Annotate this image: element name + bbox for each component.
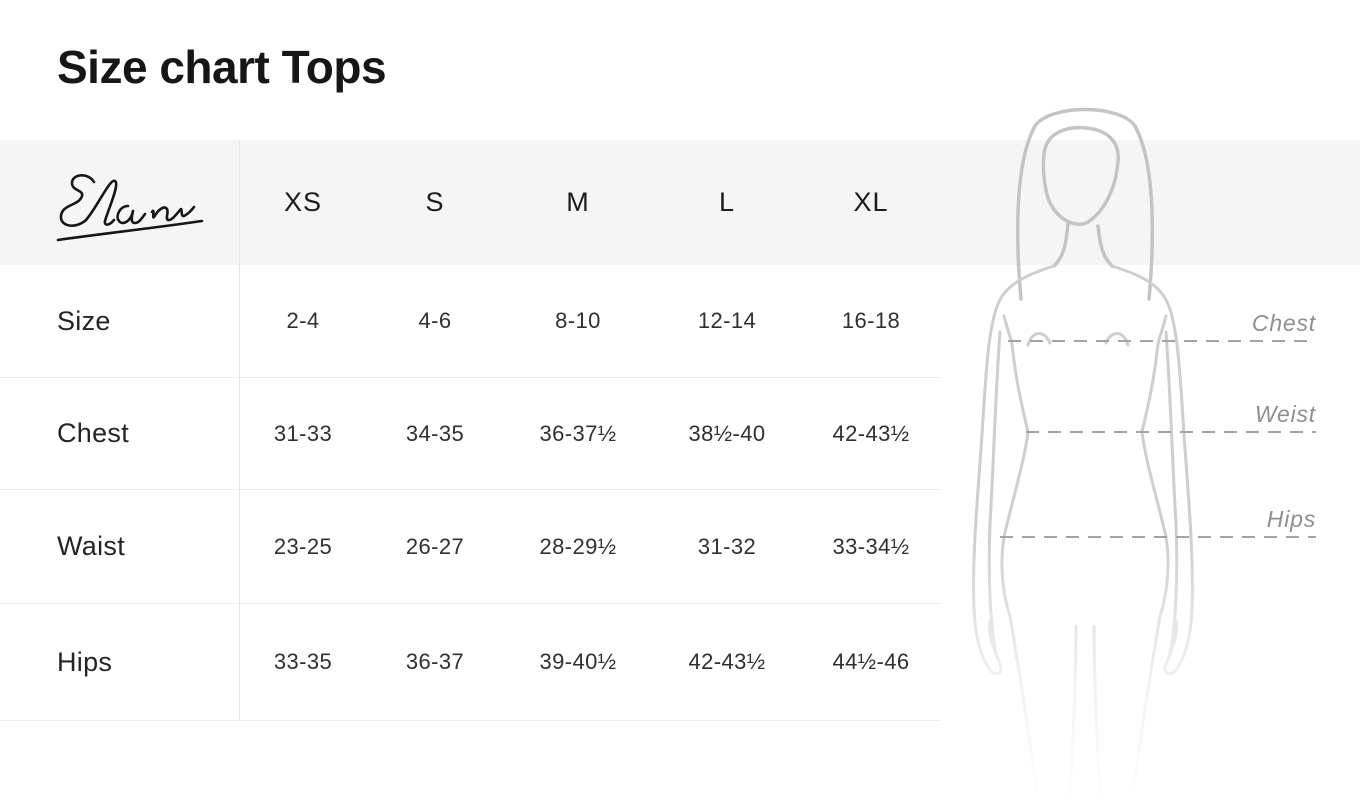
table-corner-cell [0, 140, 240, 265]
table-cell: 34-35 [366, 378, 504, 490]
row-label-hips: Hips [0, 604, 240, 721]
table-cell: 23-25 [240, 490, 366, 604]
waist-measure-label: Weist [1254, 401, 1316, 427]
table-cell: 33-34½ [802, 490, 940, 604]
figure-neck-right [1096, 224, 1114, 268]
column-header-l: L [718, 187, 736, 217]
figure-bottom-fade [940, 534, 1220, 804]
table-cell: 36-37 [366, 604, 504, 721]
row-label-chest: Chest [0, 378, 240, 490]
column-header-m: M [566, 187, 590, 217]
figure-bust-right [1104, 332, 1130, 347]
table-cell: 44½-46 [802, 604, 940, 721]
table-cell: 8-10 [504, 265, 652, 378]
column-header-s: S [425, 187, 445, 217]
logo-letter-a [116, 204, 147, 225]
table-cell: 26-27 [366, 490, 504, 604]
column-header-xs: XS [283, 187, 323, 217]
figure-neck-left [1052, 222, 1070, 268]
female-figure-illustration [940, 107, 1220, 804]
table-cell: 31-33 [240, 378, 366, 490]
logo-letter-n [150, 205, 196, 222]
brand-logo-elan-signature [56, 174, 204, 242]
table-cell: 16-18 [802, 265, 940, 378]
table-cell: 31-32 [652, 490, 802, 604]
table-cell: 12-14 [652, 265, 802, 378]
table-header-band [0, 140, 1360, 265]
row-label-size: Size [0, 265, 240, 378]
table-cell: 42-43½ [802, 378, 940, 490]
hips-measure-label: Hips [1266, 506, 1316, 532]
logo-underline-swash [56, 219, 204, 242]
table-cell: 4-6 [366, 265, 504, 378]
table-cell: 33-35 [240, 604, 366, 721]
table-cell: 38½-40 [652, 378, 802, 490]
table-cell: 42-43½ [652, 604, 802, 721]
table-cell: 2-4 [240, 265, 366, 378]
chest-measure-label: Chest [1251, 310, 1316, 336]
logo-letter-E [59, 174, 96, 227]
table-cell: 39-40½ [504, 604, 652, 721]
column-header-xl: XL [853, 187, 889, 217]
table-cell: 28-29½ [504, 490, 652, 604]
page-title: Size chart Tops [57, 41, 387, 93]
logo-letter-l [84, 179, 118, 226]
size-chart-table: XS S M L XL Size 2-4 4-6 8-10 12-14 16-1… [0, 140, 940, 721]
figure-bust-left [1026, 332, 1052, 347]
table-cell: 36-37½ [504, 378, 652, 490]
figure-hair-outline [1015, 107, 1155, 301]
figure-face-outline [1041, 125, 1120, 226]
row-label-waist: Waist [0, 490, 240, 604]
